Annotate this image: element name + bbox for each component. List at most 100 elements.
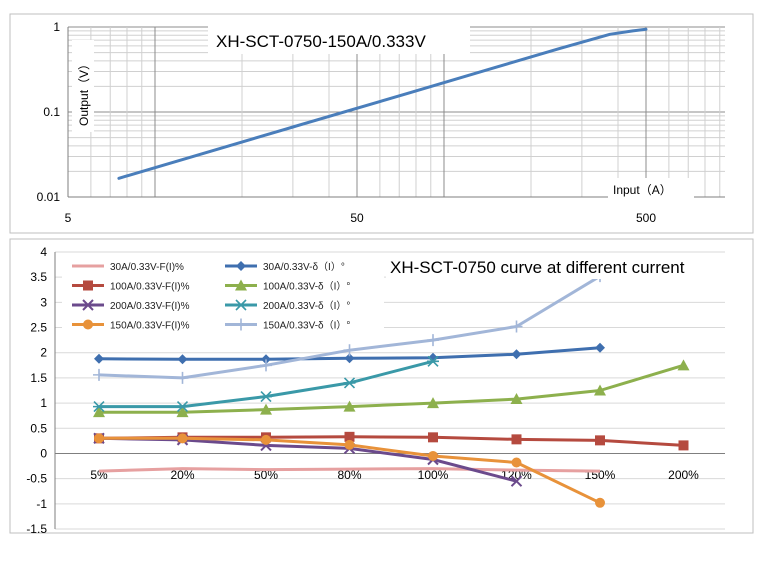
series-marker [82, 299, 94, 311]
legend-label: 150A/0.33V-δ（I）° [263, 320, 350, 332]
top-title-background [208, 26, 470, 54]
legend-label: 200A/0.33V-F(I)% [110, 301, 190, 312]
series-marker [677, 359, 690, 371]
top-chart-title: XH-SCT-0750-150A/0.333V [216, 32, 426, 51]
series-marker [177, 433, 188, 444]
series-marker [176, 406, 189, 418]
series-marker [427, 397, 439, 409]
legend-item: 30A/0.33V-δ（I）° [225, 261, 345, 273]
top-x-tick-label: 5 [65, 211, 72, 225]
series-marker [177, 354, 188, 365]
bottom-y-ticks: 4 3.5 3 2.5 2 1.5 1 0.5 0 -0.5 -1 -1.5 [26, 245, 47, 536]
series-marker [428, 352, 438, 363]
series-marker [510, 320, 523, 333]
legend-background [62, 256, 384, 336]
bottom-series [93, 270, 690, 508]
series-marker [260, 403, 272, 415]
legend-item: 100A/0.33V-δ（I）° [225, 279, 350, 293]
top-y-axis-label: Output（V） [77, 58, 91, 126]
top-x-tick-label: 50 [350, 211, 364, 225]
legend-label: 30A/0.33V-δ（I）° [263, 261, 345, 273]
legend-label: 200A/0.33V-δ（I）° [263, 300, 350, 312]
top-ylabel-background [72, 40, 94, 132]
series-marker [235, 299, 247, 311]
bottom-y-tick-label: 3.5 [30, 270, 47, 284]
top-x-axis-label: Input（A） [613, 183, 672, 197]
bottom-series-group [93, 359, 690, 418]
top-y-tick-label: 0.01 [37, 190, 61, 204]
series-marker [93, 368, 105, 381]
series-marker [595, 497, 605, 508]
series-marker [93, 406, 105, 418]
series-marker [94, 433, 104, 444]
bottom-series-line [98, 467, 601, 473]
top-y-ticks: 1 0.1 0.01 [37, 20, 61, 204]
series-marker [344, 353, 355, 364]
legend-item: 150A/0.33V-F(I)% [72, 319, 190, 332]
series-marker [510, 393, 523, 405]
series-marker [343, 400, 356, 412]
series-marker [595, 342, 605, 353]
bottom-y-tick-label: -0.5 [26, 472, 47, 486]
series-marker [510, 475, 523, 487]
bottom-series-group [94, 433, 605, 508]
bottom-y-tick-label: -1.5 [26, 522, 47, 536]
series-marker [93, 401, 105, 413]
legend-item: 150A/0.33V-δ（I）° [225, 318, 350, 332]
series-marker [83, 280, 93, 291]
series-marker [235, 279, 247, 291]
bottom-y-tick-label: 2 [40, 346, 47, 360]
bottom-y-tick-label: 3 [40, 295, 47, 309]
series-marker [427, 334, 439, 347]
series-marker [511, 457, 522, 468]
legend-label: 150A/0.33V-F(I)% [110, 321, 190, 332]
top-series-line [117, 27, 648, 180]
bottom-y-tick-label: 2.5 [30, 321, 47, 335]
bottom-y-tick-label: 0 [40, 446, 47, 460]
bottom-y-tick-label: 0.5 [30, 421, 47, 435]
series-marker [94, 353, 104, 364]
bottom-x-tick-label: 20% [170, 468, 194, 482]
series-marker [261, 434, 271, 445]
series-marker [235, 318, 247, 331]
legend-item: 200A/0.33V-F(I)% [72, 299, 190, 312]
bottom-series-group [94, 342, 605, 365]
bottom-y-tick-label: 4 [40, 245, 47, 259]
legend-label: 100A/0.33V-F(I)% [110, 282, 190, 293]
top-y-tick-label: 1 [53, 20, 60, 34]
series-marker [260, 390, 272, 403]
series-marker [594, 384, 606, 396]
bottom-series-group [98, 467, 601, 473]
series-marker [83, 319, 93, 330]
bottom-series-group [93, 355, 439, 413]
series-marker [176, 401, 189, 413]
bottom-x-tick-label: 50% [254, 468, 278, 482]
legend-item: 100A/0.33V-F(I)% [72, 280, 190, 293]
top-xlabel-background [608, 178, 694, 200]
series-marker [678, 440, 689, 451]
series-marker [261, 354, 271, 365]
bottom-x-tick-label: 100% [418, 468, 449, 482]
series-marker [236, 261, 246, 271]
legend-label: 30A/0.33V-F(I)% [110, 262, 184, 273]
legend-label: 100A/0.33V-δ（I）° [263, 281, 350, 293]
series-marker [260, 359, 272, 372]
series-marker [343, 344, 356, 357]
bottom-y-tick-label: -1 [36, 497, 47, 511]
bottom-chart-title: XH-SCT-0750 curve at different current [390, 258, 685, 277]
top-chart: 10.10.01 5 50 500 XH-SCT-0750-150A/0.333V … [9, 13, 754, 234]
legend-item: 30A/0.33V-F(I)% [72, 262, 184, 273]
bottom-y-tick-label: 1 [40, 396, 47, 410]
bottom-series-line [99, 363, 684, 414]
series-marker [511, 434, 522, 445]
series-marker [344, 439, 355, 450]
series-marker [343, 377, 356, 389]
series-marker [511, 349, 522, 360]
series-marker [176, 371, 189, 384]
series-marker [595, 435, 605, 446]
bottom-x-tick-label: 80% [337, 468, 361, 482]
bottom-chart: 43.532.521.510.50-0.5-1-1.5 5% 20% 50% 80% 1… [9, 238, 754, 536]
bottom-title-background [386, 255, 726, 279]
series-marker [428, 432, 438, 443]
top-x-ticks: 5 50 500 [65, 211, 657, 225]
